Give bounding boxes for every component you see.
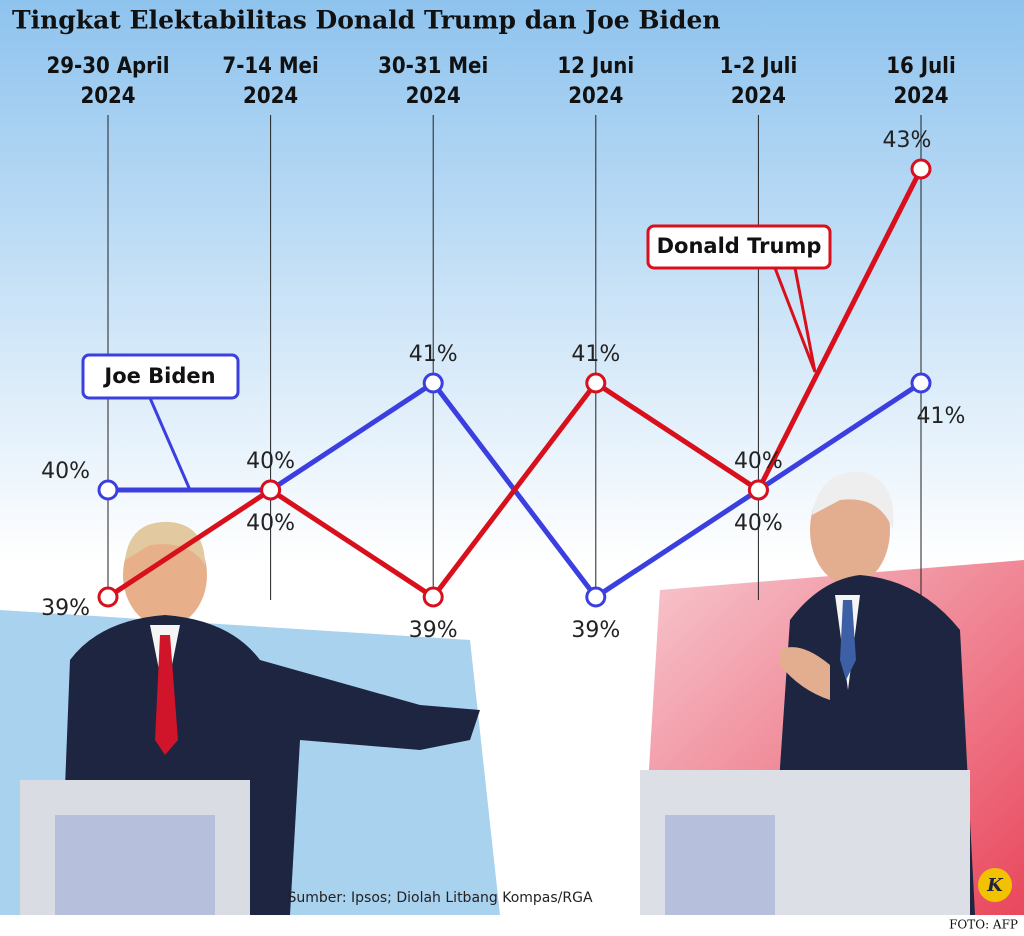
value-label: 40%: [246, 449, 295, 474]
point: [97, 586, 119, 608]
x-tick-label: 12 Juni 2024: [557, 54, 635, 109]
photo-credit: FOTO: AFP: [949, 918, 1018, 932]
point: [585, 586, 607, 608]
point: [422, 586, 444, 608]
value-label: 41%: [571, 342, 620, 367]
trump-photo: [20, 521, 480, 915]
point: [910, 372, 932, 394]
point: [97, 479, 119, 501]
legend-label: Joe Biden: [102, 364, 215, 388]
biden-photo: [640, 471, 975, 915]
value-label: 41%: [409, 342, 458, 367]
point: [260, 479, 282, 501]
plot: 40% 40% 41% 39% 40% 41% 39% 40% 39% 41% 40% 43%: [41, 115, 965, 643]
logo: K: [986, 875, 1004, 896]
value-label: 39%: [571, 618, 620, 643]
point: [910, 158, 932, 180]
value-label: 40%: [734, 449, 783, 474]
value-label: 41%: [917, 404, 966, 429]
legend-label: Donald Trump: [657, 234, 822, 258]
point: [747, 479, 769, 501]
point: [422, 372, 444, 394]
source: Sumber: Ipsos; Diolah Litbang Kompas/RGA: [287, 890, 593, 906]
x-tick-label: 1-2 Juli 2024: [719, 54, 798, 109]
value-label: 43%: [883, 128, 932, 153]
chart-title: Tingkat Elektabilitas Donald Trump dan J…: [12, 6, 721, 35]
x-tick-label: 30-31 Mei 2024: [378, 54, 489, 109]
x-tick-label: 16 Juli 2024: [886, 54, 956, 109]
biden-callout: Joe Biden: [81, 353, 240, 491]
value-label: 40%: [246, 511, 295, 536]
trump-callout: Donald Trump: [646, 224, 832, 373]
x-tick-label: 7-14 Mei 2024: [222, 54, 319, 109]
value-label: 40%: [41, 459, 90, 484]
series-line: [106, 167, 924, 600]
value-label: 39%: [409, 618, 458, 643]
logo-badge: [978, 868, 1012, 902]
value-label: 40%: [734, 511, 783, 536]
point: [585, 372, 607, 394]
value-label: 39%: [41, 596, 90, 621]
x-tick-label: 29-30 April 2024: [46, 54, 170, 109]
